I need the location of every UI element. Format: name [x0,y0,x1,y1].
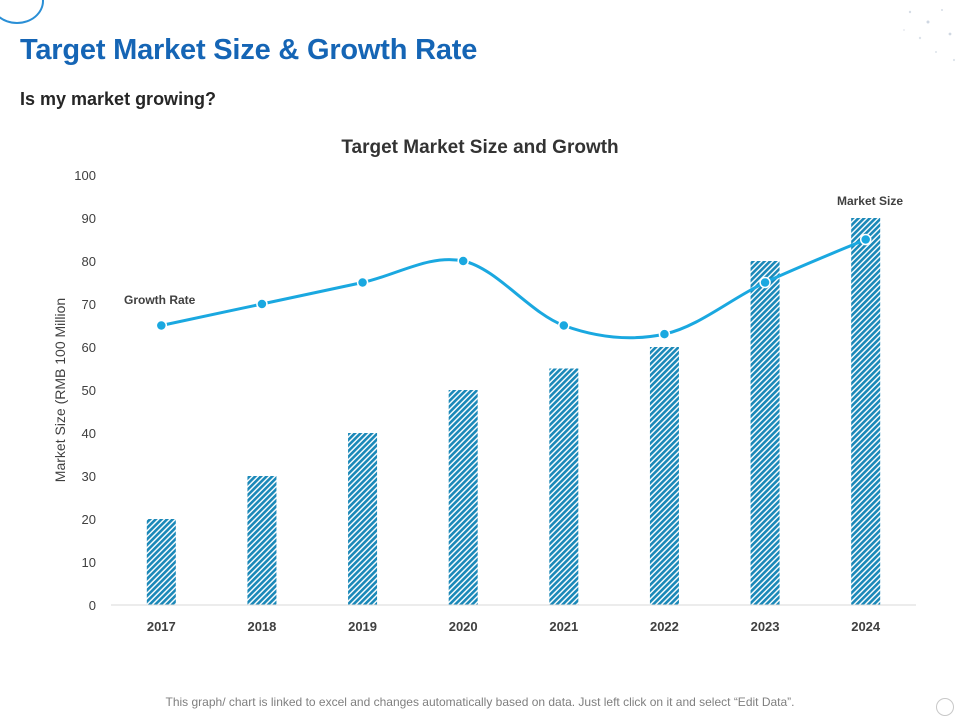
market-size-bar-2024[interactable] [851,218,881,605]
growth-rate-annotation: Growth Rate [124,293,196,307]
page-subtitle: Is my market growing? [20,89,217,109]
y-tick-label: 100 [74,168,96,183]
y-tick-label: 70 [82,297,96,312]
market-size-bar-2022[interactable] [649,347,679,605]
growth-rate-point-2019[interactable] [356,276,369,289]
x-tick-label: 2017 [147,619,176,634]
x-tick-label: 2021 [549,619,578,634]
market-size-bar-2023[interactable] [750,261,780,605]
growth-rate-point-2021[interactable] [558,319,570,332]
market-size-bar-2017[interactable] [146,519,176,605]
y-tick-label: 20 [82,512,96,527]
x-tick-label: 2020 [449,619,478,634]
market-size-bar-2018[interactable] [247,476,277,605]
decorative-sparkle-pattern [903,9,956,62]
x-tick-label: 2022 [650,619,679,634]
footnote: This graph/ chart is linked to excel and… [165,695,795,709]
y-tick-label: 90 [82,211,96,226]
growth-rate-point-2020[interactable] [457,255,469,267]
y-tick-label: 80 [82,254,96,269]
page-title: Target Market Size & Growth Rate [20,34,478,66]
x-tick-label: 2018 [247,619,276,634]
growth-rate-point-2017[interactable] [155,319,168,332]
growth-rate-point-2024[interactable] [859,233,872,246]
market-size-annotation: Market Size [837,194,903,208]
decorative-circle-bottom-right [936,698,954,716]
y-tick-label: 40 [82,426,96,441]
growth-rate-point-2022[interactable] [658,328,671,340]
growth-rate-point-2023[interactable] [759,276,771,289]
market-size-bar-2021[interactable] [549,368,579,606]
x-tick-label: 2024 [851,619,881,634]
y-tick-label: 60 [82,340,96,355]
growth-rate-point-2018[interactable] [256,298,268,310]
y-tick-label: 30 [82,469,96,484]
y-axis-label: Market Size (RMB 100 Million [52,298,68,482]
market-size-bar-2019[interactable] [348,433,378,605]
market-size-bar-2020[interactable] [448,390,478,605]
x-tick-label: 2023 [751,619,780,634]
y-tick-label: 10 [82,555,96,570]
x-tick-label: 2019 [348,619,377,634]
y-tick-label: 0 [89,598,96,613]
chart-title: Target Market Size and Growth [341,137,619,158]
y-tick-label: 50 [82,383,96,398]
growth-rate-line [160,238,867,340]
